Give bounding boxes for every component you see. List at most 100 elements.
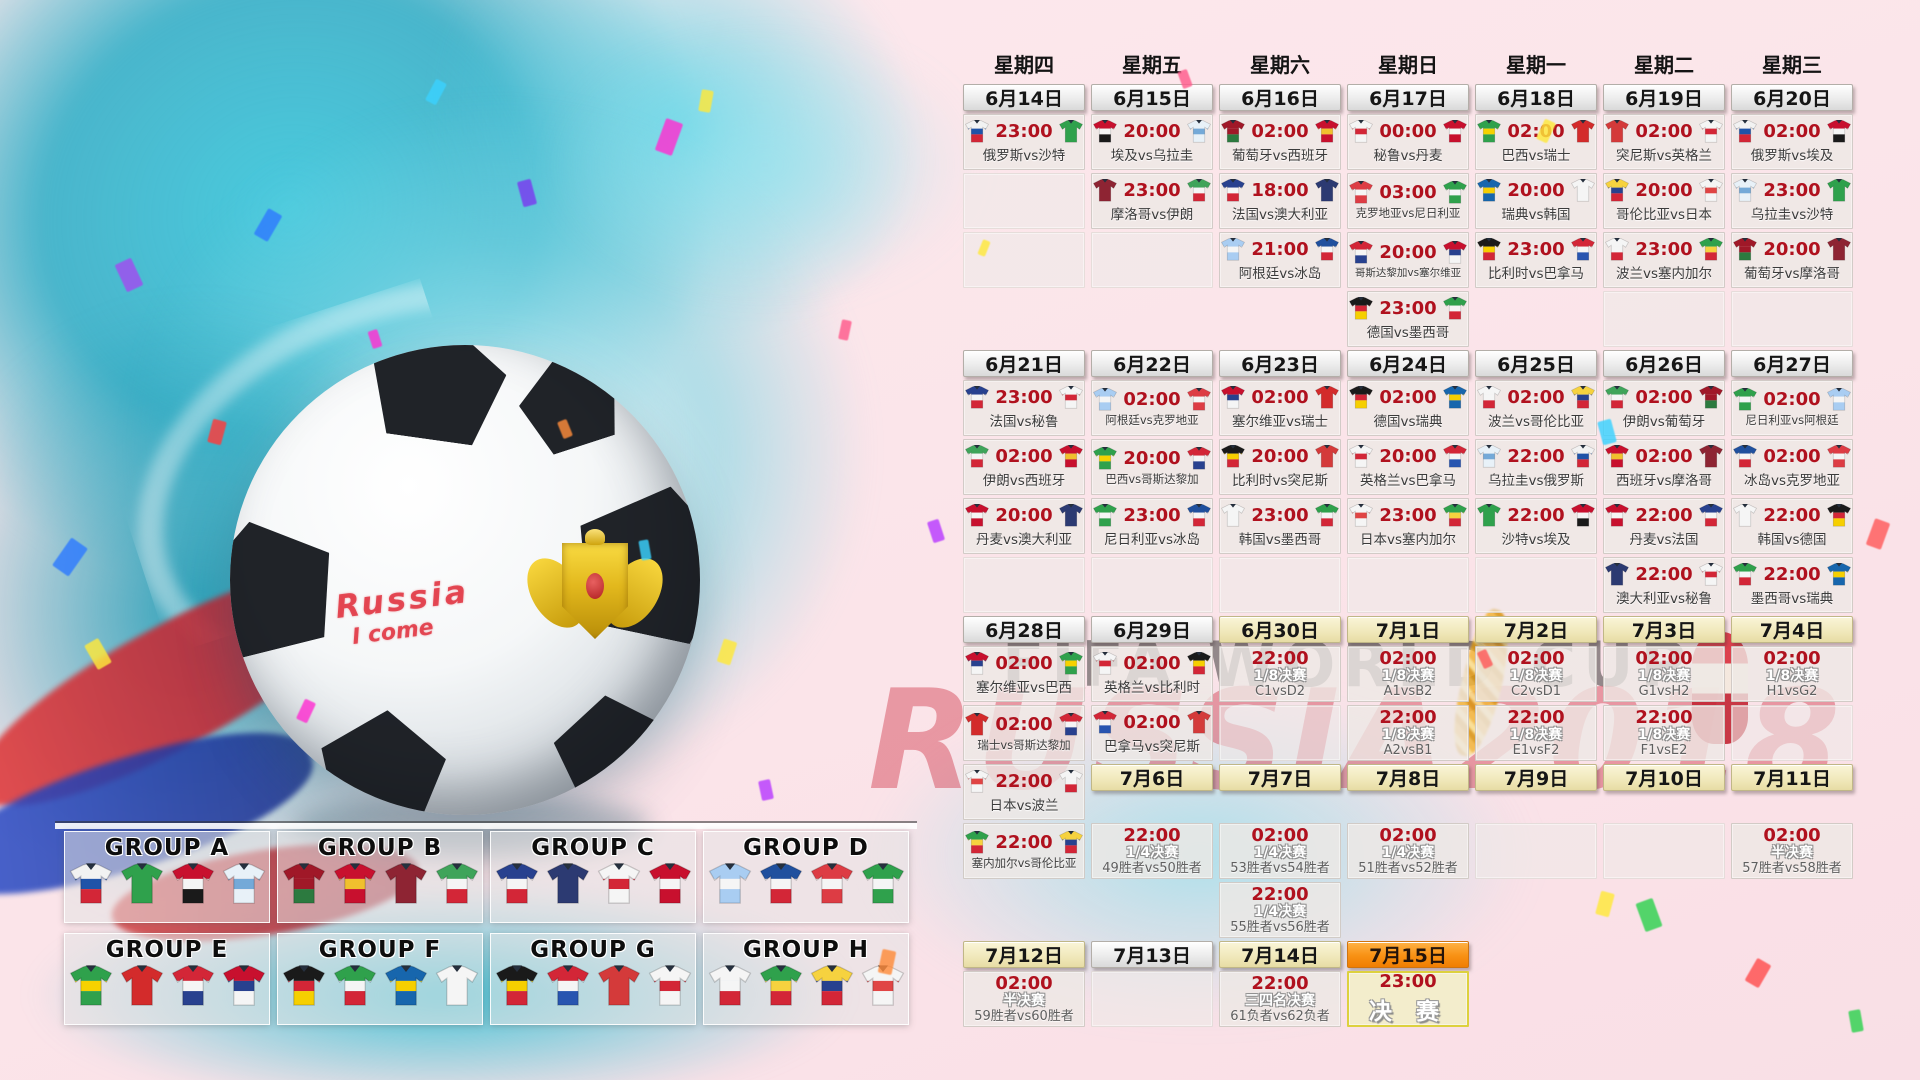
team-jersey-icon	[596, 862, 642, 905]
away-jersey-icon	[1058, 385, 1084, 409]
home-jersey-icon	[1220, 503, 1246, 527]
match-cell: 20:00 巴西vs哥斯达黎加	[1091, 439, 1213, 495]
match-cell: 22:00 塞内加尔vs哥伦比亚	[963, 823, 1085, 879]
pairing-label: C1vsD2	[1254, 684, 1306, 699]
empty-cell	[1091, 971, 1213, 1027]
match-time: 23:00	[1507, 239, 1565, 260]
away-jersey-icon	[1058, 503, 1084, 527]
match-row: 02:00	[1732, 119, 1851, 143]
match-cell: 02:00 巴西vs瑞士	[1475, 114, 1597, 170]
match-cell: 02:00 英格兰vs比利时	[1091, 646, 1213, 702]
russia-coat-of-arms-icon	[515, 525, 675, 685]
calendar-row: 22:00 1/4决赛 55胜者vs56胜者	[963, 882, 1853, 938]
stage-label: 1/8决赛	[1637, 727, 1691, 743]
date-header: 7月14日	[1219, 941, 1341, 968]
match-time: 22:00	[1763, 564, 1821, 585]
away-jersey-icon	[1442, 119, 1468, 143]
team-jersey-icon	[434, 964, 480, 1007]
match-row: 20:00	[1732, 237, 1851, 261]
empty-cell	[1347, 557, 1469, 613]
away-jersey-icon	[1698, 503, 1724, 527]
home-jersey-icon	[1220, 237, 1246, 261]
match-cell: 02:00 塞尔维亚vs巴西	[963, 646, 1085, 702]
match-label: 瑞典vs韩国	[1501, 207, 1571, 223]
home-jersey-icon	[1604, 178, 1630, 202]
match-time: 23:00	[1379, 505, 1437, 526]
match-row: 02:00	[1220, 385, 1339, 409]
team-jersey-icon	[68, 862, 114, 905]
group-jerseys	[707, 964, 906, 1007]
match-cell: 02:00 冰岛vs克罗地亚	[1731, 439, 1853, 495]
away-jersey-icon	[1058, 119, 1084, 143]
group-jerseys	[68, 862, 267, 905]
match-cell: 02:00 塞尔维亚vs瑞士	[1219, 380, 1341, 436]
calendar-row: 21:00 阿根廷vs冰岛 20:00 哥斯达黎加vs塞尔维亚 23:00 比利时vs巴拿…	[963, 232, 1853, 288]
match-label: 乌拉圭vs沙特	[1750, 207, 1834, 223]
pairing-label: 55胜者vs56胜者	[1230, 920, 1330, 935]
match-time: 22:00	[1763, 505, 1821, 526]
calendar-row: 02:00 塞尔维亚vs巴西 02:00 英格兰vs比利时 22:00 1/8决赛 C1vs…	[963, 646, 1853, 702]
home-jersey-icon	[1732, 237, 1758, 261]
home-jersey-icon	[1476, 503, 1502, 527]
match-label: 秘鲁vs丹麦	[1373, 148, 1443, 164]
pairing-label: E1vsF2	[1512, 743, 1560, 758]
calendar-row: 22:00 日本vs波兰 7月6日 7月7日 7月8日 7月9日 7月10日 7月11日	[963, 764, 1853, 820]
match-label: 日本vs波兰	[989, 798, 1059, 814]
group-jerseys	[281, 862, 480, 905]
match-time: 02:00	[1123, 712, 1181, 733]
home-jersey-icon	[1476, 385, 1502, 409]
match-cell: 23:00 波兰vs塞内加尔	[1603, 232, 1725, 288]
empty-cell	[1603, 291, 1725, 347]
home-jersey-icon	[964, 119, 990, 143]
match-label: 阿根廷vs克罗地亚	[1105, 413, 1199, 427]
date-header: 6月25日	[1475, 350, 1597, 377]
group-jerseys	[68, 964, 267, 1007]
match-cell: 23:00 德国vs墨西哥	[1347, 291, 1469, 347]
team-jersey-icon	[494, 964, 540, 1007]
away-jersey-icon	[1186, 387, 1212, 411]
date-header: 6月28日	[963, 616, 1085, 643]
home-jersey-icon	[1732, 444, 1758, 468]
match-label: 丹麦vs澳大利亚	[975, 532, 1073, 548]
match-label: 韩国vs墨西哥	[1238, 532, 1322, 548]
date-header: 6月20日	[1731, 84, 1853, 111]
match-row: 23:00	[964, 385, 1084, 409]
match-label: 摩洛哥vs伊朗	[1110, 207, 1194, 223]
stage-label: 1/8决赛	[1253, 668, 1307, 684]
match-row: 20:00	[1604, 178, 1723, 202]
home-jersey-icon	[1348, 296, 1374, 320]
match-time: 02:00	[1379, 825, 1437, 846]
match-cell: 23:00 尼日利亚vs冰岛	[1091, 498, 1213, 554]
away-jersey-icon	[1186, 446, 1212, 470]
match-time: 23:00	[995, 387, 1053, 408]
match-row: 02:00	[964, 712, 1083, 736]
away-jersey-icon	[1570, 178, 1596, 202]
match-time: 02:00	[1379, 387, 1437, 408]
knockout-cell: 22:00 1/8决赛 F1vsE2	[1603, 705, 1725, 761]
team-jersey-icon	[221, 862, 267, 905]
match-row: 22:00	[1476, 503, 1595, 527]
team-jersey-icon	[707, 964, 753, 1007]
match-row: 02:00	[1476, 385, 1595, 409]
team-jersey-icon	[596, 964, 642, 1007]
match-row: 23:00	[964, 119, 1084, 143]
team-jersey-icon	[545, 964, 591, 1007]
group-title: GROUP D	[743, 835, 869, 861]
home-jersey-icon	[964, 444, 990, 468]
match-label: 埃及vs乌拉圭	[1110, 148, 1194, 164]
match-cell: 18:00 法国vs澳大利亚	[1219, 173, 1341, 229]
match-label: 阿根廷vs冰岛	[1238, 266, 1322, 282]
knockout-cell: 22:00 1/8决赛 E1vsF2	[1475, 705, 1597, 761]
match-time: 20:00	[1379, 446, 1437, 467]
knockout-cell: 02:00 1/4决赛 51胜者vs52胜者	[1347, 823, 1469, 879]
team-jersey-icon	[221, 964, 267, 1007]
match-row: 23:00	[1732, 178, 1851, 202]
match-time: 20:00	[1123, 121, 1181, 142]
match-cell: 22:00 丹麦vs法国	[1603, 498, 1725, 554]
pairing-label: 49胜者vs50胜者	[1102, 861, 1202, 876]
pairing-label: 53胜者vs54胜者	[1230, 861, 1330, 876]
ball-pentagon	[362, 345, 512, 449]
match-label: 韩国vs德国	[1757, 532, 1827, 548]
date-header: 7月10日	[1603, 764, 1725, 791]
match-cell: 20:00 英格兰vs巴拿马	[1347, 439, 1469, 495]
